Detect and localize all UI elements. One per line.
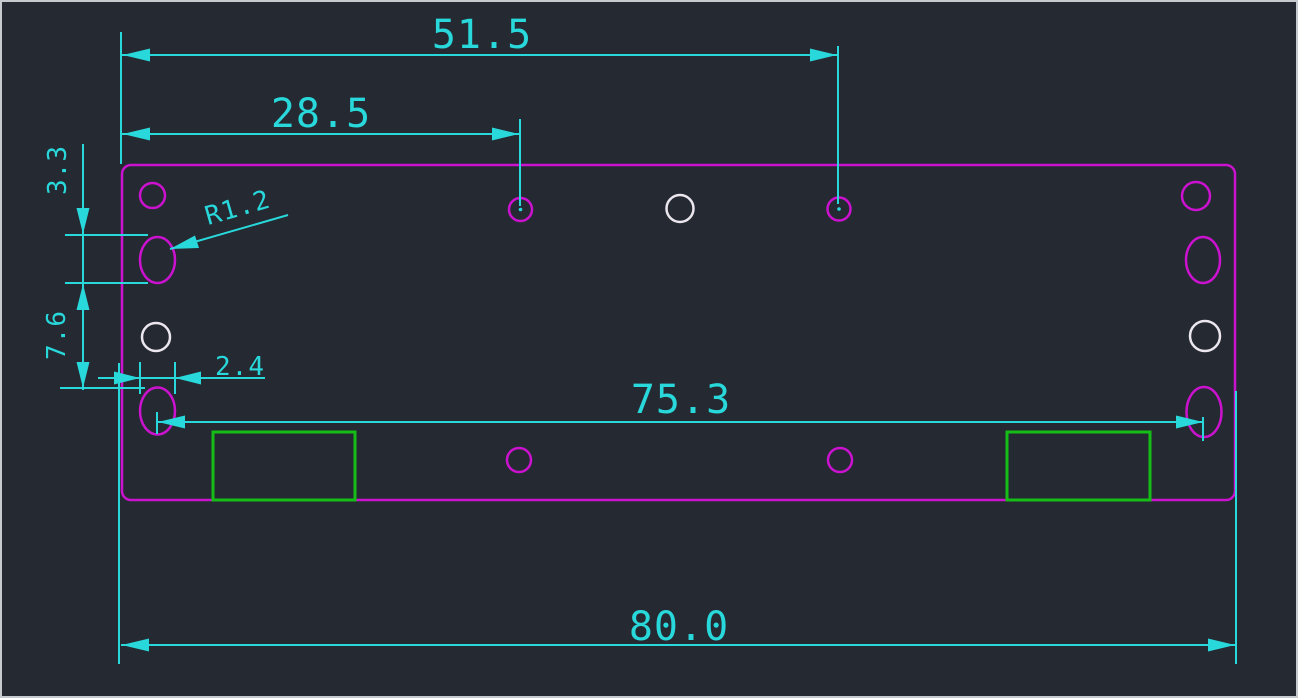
dim-75-3: 75.3 <box>156 377 1204 441</box>
dim-80-0: 80.0 <box>118 363 1237 664</box>
hole-right-mid-white <box>1188 319 1222 353</box>
dim-text-slot-offset: 2.4 <box>215 352 265 382</box>
arrow-up-icon <box>76 284 90 310</box>
pads-group <box>211 430 1152 502</box>
arrow-left-icon <box>123 48 150 62</box>
dim-text-top-inner: 28.5 <box>271 91 371 137</box>
arrow-right-icon <box>1176 415 1203 429</box>
arrow-left-icon <box>123 127 150 141</box>
dim-text-bottom-span: 75.3 <box>631 377 731 423</box>
slot-left-lower <box>138 386 177 436</box>
dim-text-left-lower: 7.6 <box>42 310 72 360</box>
center-dot <box>837 207 841 211</box>
slot-left-upper <box>138 235 177 285</box>
arrow-right-icon <box>1208 638 1235 652</box>
leader-r1-2: R1.2 <box>169 185 289 250</box>
dim-text-corner-radius: R1.2 <box>202 185 274 232</box>
dim-text-top-outer: 51.5 <box>432 12 532 58</box>
pad-right <box>1005 430 1152 502</box>
dim-28-5: 28.5 <box>122 91 523 212</box>
arrow-right-icon <box>114 371 140 385</box>
dim-51-5: 51.5 <box>120 12 841 211</box>
arrow-leader-icon <box>170 235 199 249</box>
part-outline-group <box>120 163 1237 502</box>
pad-left <box>211 430 357 502</box>
center-dot <box>518 207 523 212</box>
arrow-down-icon <box>76 362 90 388</box>
dim-text-overall-width: 80.0 <box>629 604 729 650</box>
hole-left-mid-white <box>140 321 172 353</box>
arrow-down-icon <box>76 208 90 234</box>
arrow-left-icon <box>175 371 201 385</box>
hole-right-top <box>1180 180 1212 212</box>
hole-bottom-1 <box>505 446 533 474</box>
hole-top-center-white <box>665 193 695 224</box>
arrow-right-icon <box>492 127 519 141</box>
holes-group <box>138 180 1223 474</box>
arrow-right-icon <box>810 48 837 62</box>
dim-text-left-upper: 3.3 <box>43 145 73 195</box>
plate-outline <box>120 163 1237 502</box>
arrow-left-icon <box>158 415 185 429</box>
hole-bottom-2 <box>826 446 854 474</box>
dim-left-chain: 3.3 7.6 <box>42 144 148 390</box>
slot-right-upper <box>1184 235 1222 285</box>
arrow-left-icon <box>122 638 149 652</box>
hole-left-top <box>138 181 167 210</box>
dim-2-4: 2.4 <box>98 352 265 394</box>
